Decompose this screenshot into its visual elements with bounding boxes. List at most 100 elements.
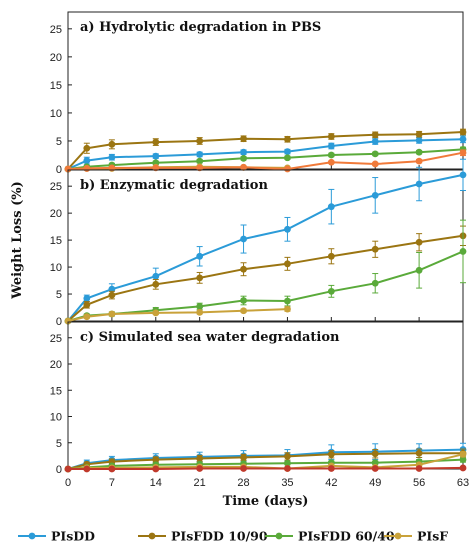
panel-title: a) Hydrolytic degradation in PBS [80,20,321,35]
data-point [371,279,379,287]
data-point [152,138,160,146]
data-point [196,157,204,165]
data-point [327,252,335,260]
data-point [152,280,160,288]
data-point [371,150,379,158]
data-point [240,297,247,304]
data-point [371,191,379,199]
x-tick-label: 0 [65,477,71,489]
legend: PIsDD PIsFDD 10/90 PIsFDD 60/40 PIsF [18,529,448,544]
data-point [196,274,204,282]
panel-a: 0 5 10 15 20 25 a) Hydrolytic degradation in P… [50,11,467,176]
series-4 [64,305,291,325]
legend-swatch-marker [28,532,36,540]
data-point [327,133,335,140]
y-tick-label: 20 [50,52,62,64]
x-tick-label: 7 [109,477,115,489]
data-point [327,142,335,150]
data-point [327,450,335,458]
x-tick-label: 14 [150,477,162,489]
legend-label: PIsDD [51,529,95,544]
data-point [152,272,160,280]
data-point [240,135,247,143]
x-tick-label: 42 [325,477,337,489]
data-point [459,128,467,136]
data-point [83,313,91,321]
series-line [67,234,464,322]
data-point [240,235,247,243]
data-point [284,225,291,233]
data-point [459,135,467,143]
data-point [371,138,379,145]
data-point [459,248,467,255]
series-line [67,151,464,171]
data-point [196,252,204,260]
data-point [459,450,467,458]
data-point [415,148,423,156]
y-tick-label: 10 [50,108,62,120]
data-point [415,266,423,274]
y-axis-label: Weight Loss (%) [10,181,25,299]
x-tick-label: 21 [194,477,206,489]
series-5 [64,464,467,473]
x-axis-label: Time (days) [223,494,309,509]
y-tick-label: 25 [50,24,62,36]
x-tick-label: 28 [237,477,249,489]
y-tick-label: 0 [56,464,62,476]
data-point [284,459,291,467]
panel-frame [67,11,464,170]
series-line [67,308,288,322]
legend-entry: PIsDD [18,529,95,544]
data-point [284,297,291,305]
data-point [371,131,379,139]
legend-entry: PIsFDD 60/40 [265,529,395,544]
data-point [64,165,72,173]
y-tick-label: 5 [56,136,62,148]
data-point [371,459,379,467]
panel-title: c) Simulated sea water degradation [80,330,340,345]
y-tick-label: 10 [50,262,62,274]
data-point [371,450,379,458]
data-point [240,265,247,273]
data-point [152,465,160,473]
data-point [240,307,247,315]
series-3 [64,145,467,173]
y-tick-label: 20 [50,359,62,371]
data-point [415,465,423,472]
data-point [327,158,335,166]
data-point [83,301,91,309]
series-2 [64,128,467,173]
data-point [371,160,379,168]
data-point [459,464,467,472]
data-point [415,130,423,138]
series-line [68,466,464,470]
series-3 [64,219,467,325]
data-point [83,144,91,152]
y-tick-label: 25 [50,181,62,193]
series-1 [64,135,467,173]
y-tick-label: 15 [50,80,62,92]
x-tick-label: 63 [457,477,469,489]
x-tick-label: 49 [369,477,381,489]
data-point [196,455,204,462]
data-point [284,465,291,472]
data-point [415,137,423,144]
data-point [240,148,247,156]
data-point [327,151,335,159]
y-tick-label: 15 [50,385,62,397]
panel-b: 0 5 10 15 20 25 b) Enzymatic degradation [50,158,467,328]
data-point [83,165,91,172]
legend-swatch-marker [394,532,402,540]
data-point [83,157,91,164]
data-point [108,291,116,299]
data-point [152,309,160,317]
data-point [284,305,291,313]
data-point [415,157,423,165]
legend-swatch-marker [275,532,283,540]
data-point [196,308,204,316]
data-point [83,465,91,473]
data-point [459,456,467,463]
series-2 [64,225,467,325]
legend-label: PIsFDD 10/90 [171,529,268,544]
